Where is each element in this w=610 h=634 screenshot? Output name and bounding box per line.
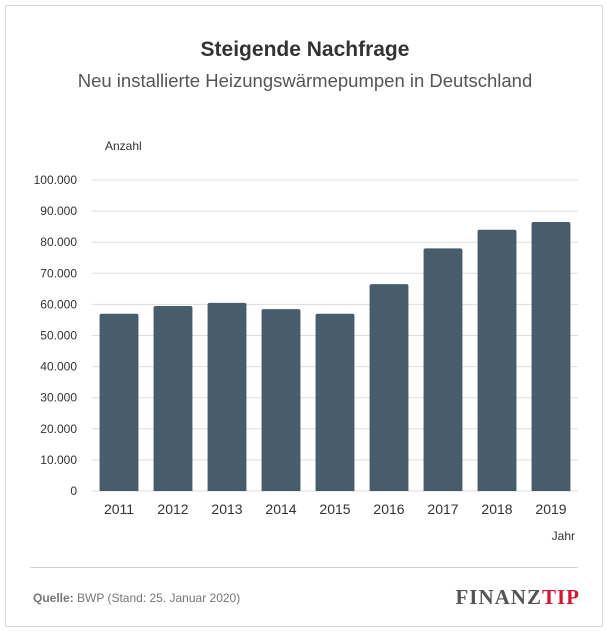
x-tick-label: 2019	[535, 501, 566, 517]
source-text: BWP (Stand: 25. Januar 2020)	[73, 591, 241, 605]
bar	[477, 229, 517, 491]
y-tick-label: 60.000	[40, 297, 77, 311]
y-tick-label: 50.000	[40, 329, 77, 343]
x-tick-label: 2017	[427, 501, 458, 517]
y-tick-label: 70.000	[40, 266, 77, 280]
bar	[369, 284, 409, 491]
bar	[153, 305, 193, 491]
x-tick-label: 2011	[104, 501, 134, 517]
y-tick-label: 100.000	[34, 173, 78, 187]
chart-subtitle: Neu installierte Heizungswärmepumpen in …	[77, 70, 533, 91]
bar	[261, 309, 301, 491]
bar	[315, 313, 355, 491]
chart-title: Steigende Nachfrage	[200, 38, 410, 61]
x-tick-label: 2013	[211, 501, 242, 517]
x-tick-label: 2015	[319, 501, 350, 517]
bar	[423, 248, 463, 491]
x-tick-label: 2014	[265, 501, 296, 517]
logo-text-tip: TIP	[541, 585, 580, 609]
y-tick-label: 10.000	[40, 453, 77, 467]
x-tick-label: 2016	[373, 501, 404, 517]
footer-divider	[30, 567, 578, 568]
source-label: Quelle:	[33, 591, 74, 605]
bar	[207, 302, 247, 491]
y-tick-label: 30.000	[40, 391, 77, 405]
y-tick-label: 0	[70, 484, 77, 498]
finanztip-logo: FINANZTIP	[455, 585, 580, 610]
y-tick-label: 20.000	[40, 422, 77, 436]
y-tick-label: 40.000	[40, 360, 77, 374]
y-tick-label: 90.000	[40, 204, 77, 218]
x-tick-label: 2018	[481, 501, 512, 517]
logo-text-finanz: FINANZ	[455, 585, 542, 609]
y-tick-label: 80.000	[40, 235, 77, 249]
y-axis-label: Anzahl	[105, 139, 142, 153]
x-tick-label: 2012	[157, 501, 188, 517]
source-note: Quelle: BWP (Stand: 25. Januar 2020)	[33, 591, 240, 605]
x-axis-label: Jahr	[552, 529, 575, 543]
bar	[531, 221, 571, 492]
bar	[99, 313, 139, 491]
